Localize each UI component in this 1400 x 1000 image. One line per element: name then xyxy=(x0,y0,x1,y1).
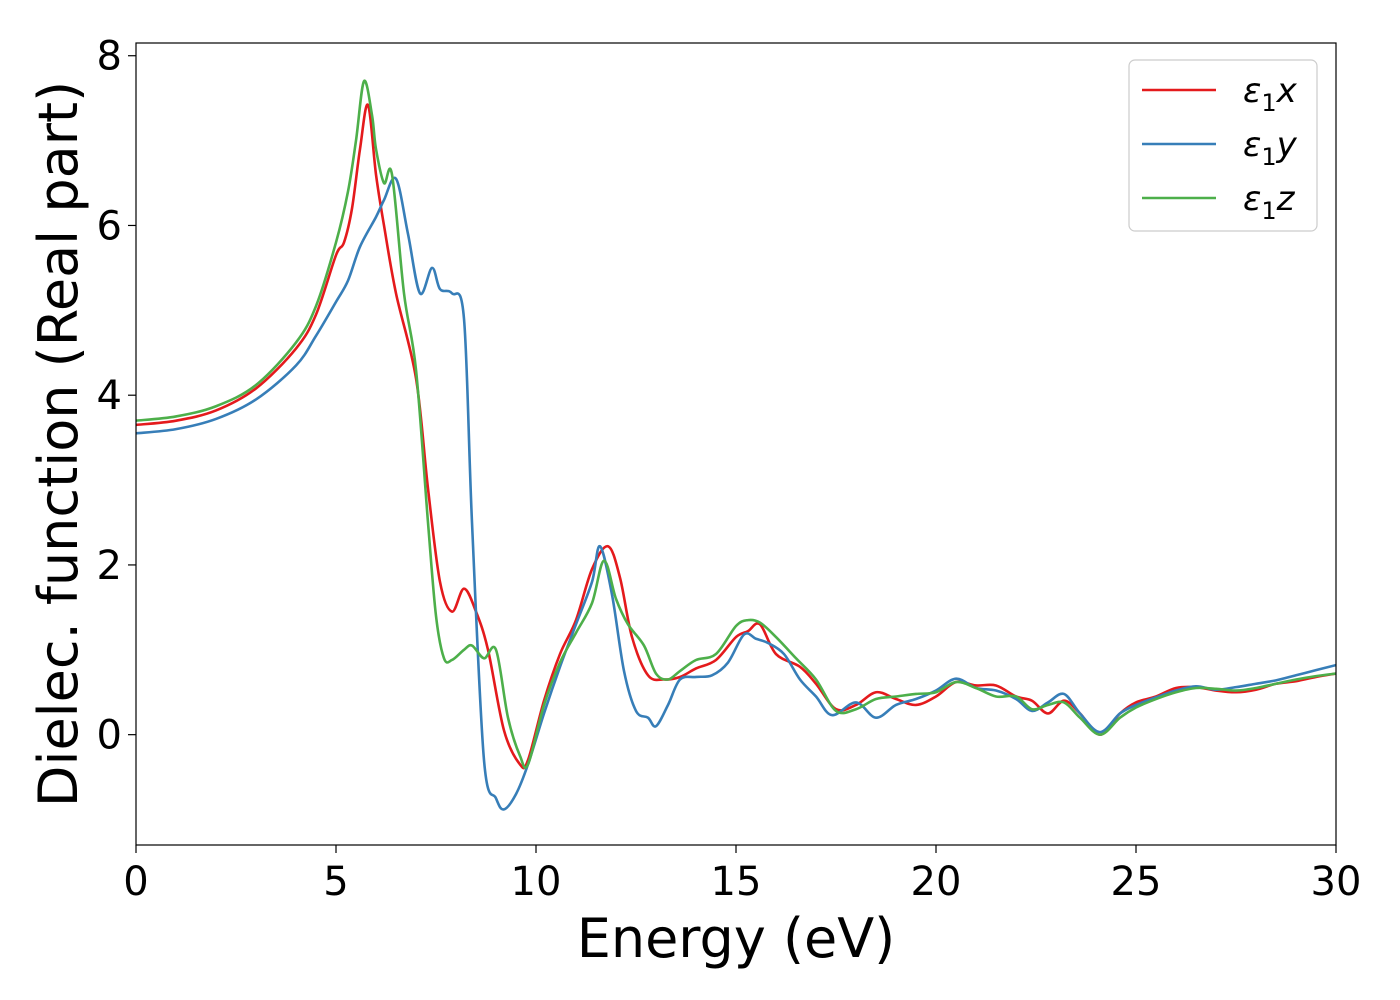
x-tick-label: 0 xyxy=(123,859,148,905)
legend-label-z: ε1z xyxy=(1243,179,1296,225)
y-tick-label: 2 xyxy=(97,543,122,589)
legend-variable: z xyxy=(1276,179,1296,219)
y-tick-label: 6 xyxy=(97,203,122,249)
x-axis-label: Energy (eV) xyxy=(577,907,896,970)
legend-variable: y xyxy=(1276,125,1298,165)
legend-subscript: 1 xyxy=(1261,197,1276,225)
legend-epsilon: ε xyxy=(1243,125,1261,165)
y-tick-label: 0 xyxy=(97,713,122,759)
legend-variable: x xyxy=(1276,71,1298,111)
x-tick-label: 15 xyxy=(711,859,762,905)
x-tick-label: 30 xyxy=(1311,859,1362,905)
y-tick-label: 4 xyxy=(97,373,122,419)
legend-label-x: ε1x xyxy=(1243,71,1298,117)
x-tick-label: 10 xyxy=(511,859,562,905)
legend-subscript: 1 xyxy=(1261,89,1276,117)
series-line-y xyxy=(136,176,1336,811)
y-tick-label: 8 xyxy=(97,34,122,80)
x-tick-label: 5 xyxy=(323,859,348,905)
x-tick-label: 25 xyxy=(1111,859,1162,905)
legend-box xyxy=(1128,59,1318,232)
x-tick-label: 20 xyxy=(911,859,962,905)
x-axis-ticks: 0 5 10 15 20 25 30 xyxy=(123,845,1361,905)
legend-epsilon: ε xyxy=(1243,71,1261,111)
legend-subscript: 1 xyxy=(1261,143,1276,171)
plot-area-frame xyxy=(135,42,1337,846)
y-axis-label: Dielec. function (Real part) xyxy=(27,81,90,807)
legend-epsilon: ε xyxy=(1243,179,1261,219)
series-layer xyxy=(136,79,1336,811)
legend-label-y: ε1y xyxy=(1243,125,1298,171)
series-line-z xyxy=(136,79,1336,770)
y-axis-ticks: 0 2 4 6 8 xyxy=(97,34,136,759)
